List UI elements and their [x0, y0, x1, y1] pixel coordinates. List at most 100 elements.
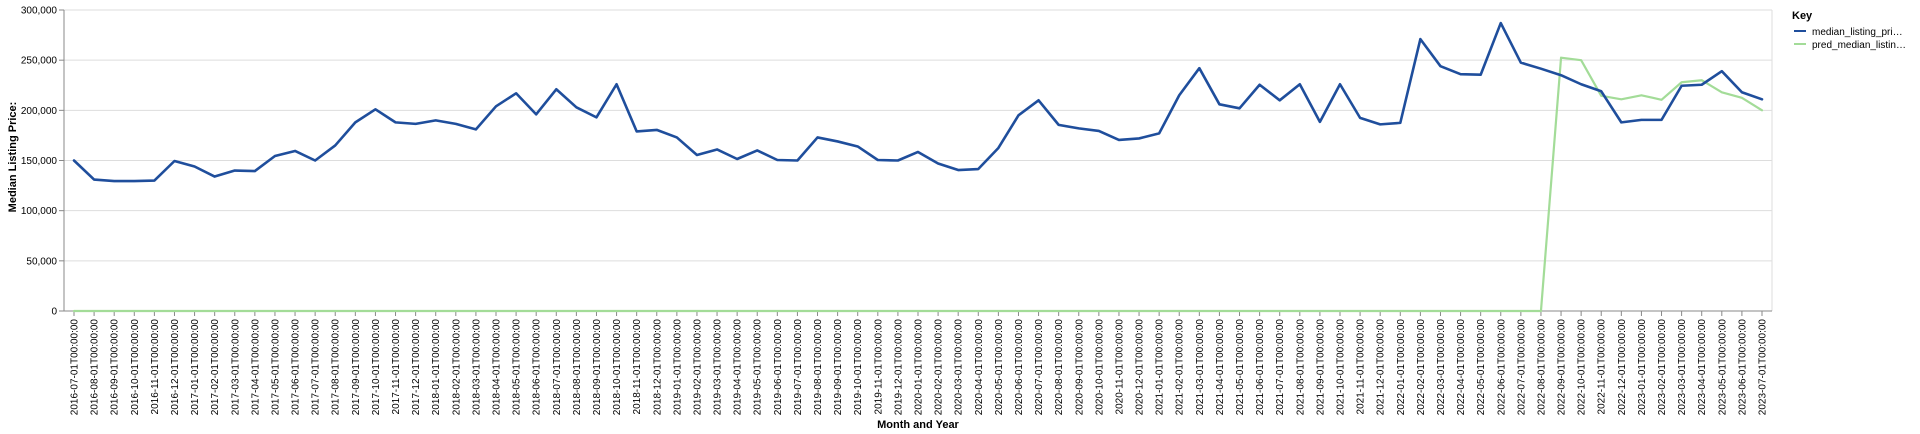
x-tick-label: 2019-09-01T00:00:00	[833, 319, 844, 416]
x-tick-label: 2019-07-01T00:00:00	[793, 319, 804, 416]
x-tick-label: 2017-11-01T00:00:00	[391, 319, 402, 415]
legend-label-median: median_listing_pri…	[1812, 27, 1903, 38]
x-tick-label: 2017-08-01T00:00:00	[331, 319, 342, 416]
x-tick-label: 2018-11-01T00:00:00	[632, 319, 643, 415]
x-tick-label: 2019-08-01T00:00:00	[813, 319, 824, 416]
x-tick-label: 2021-08-01T00:00:00	[1295, 319, 1306, 416]
x-tick-label: 2017-03-01T00:00:00	[230, 319, 241, 416]
x-tick-label: 2020-08-01T00:00:00	[1054, 319, 1065, 416]
x-tick-label: 2018-02-01T00:00:00	[451, 319, 462, 416]
x-tick-label: 2020-03-01T00:00:00	[954, 319, 965, 416]
x-tick-label: 2016-07-01T00:00:00	[70, 319, 81, 416]
y-tick-label: 150,000	[21, 156, 58, 167]
series-lines	[72, 21, 1764, 313]
x-tick-label: 2022-11-01T00:00:00	[1597, 319, 1608, 415]
y-tick-label: 200,000	[21, 106, 58, 117]
x-axis: 2016-07-01T00:00:00 2016-08-01T00:00:00 20…	[64, 310, 1772, 416]
x-tick-label: 2020-07-01T00:00:00	[1034, 319, 1045, 416]
x-tick-label: 2018-06-01T00:00:00	[532, 319, 543, 416]
x-tick-label: 2022-07-01T00:00:00	[1516, 319, 1527, 416]
x-tick-label: 2019-02-01T00:00:00	[692, 319, 703, 416]
x-tick-label: 2020-05-01T00:00:00	[994, 319, 1005, 416]
x-tick-label: 2020-12-01T00:00:00	[1135, 319, 1146, 416]
x-tick-label: 2022-03-01T00:00:00	[1436, 319, 1447, 416]
x-tick-label: 2022-02-01T00:00:00	[1416, 319, 1427, 416]
x-tick-label: 2016-08-01T00:00:00	[90, 319, 101, 416]
x-tick-label: 2021-04-01T00:00:00	[1215, 319, 1226, 416]
x-tick-label: 2020-06-01T00:00:00	[1014, 319, 1025, 416]
x-tick-label: 2018-01-01T00:00:00	[431, 319, 442, 416]
x-tick-label: 2018-04-01T00:00:00	[492, 319, 503, 416]
x-tick-label: 2023-01-01T00:00:00	[1637, 319, 1648, 416]
x-tick-label: 2017-04-01T00:00:00	[250, 319, 261, 416]
x-tick-label: 2018-12-01T00:00:00	[652, 319, 663, 416]
x-tick-label: 2023-05-01T00:00:00	[1717, 319, 1728, 416]
x-tick-label: 2023-07-01T00:00:00	[1758, 319, 1769, 416]
x-tick-label: 2023-03-01T00:00:00	[1677, 319, 1688, 416]
series-line-pred	[72, 56, 1764, 313]
x-tick-label: 2020-02-01T00:00:00	[934, 319, 945, 416]
legend-title: Key	[1792, 10, 1813, 22]
x-tick-label: 2019-10-01T00:00:00	[853, 319, 864, 416]
x-tick-label: 2020-04-01T00:00:00	[974, 319, 985, 416]
y-tick-label: 0	[51, 307, 57, 318]
y-tick-label: 100,000	[21, 206, 58, 217]
x-tick-label: 2021-12-01T00:00:00	[1376, 319, 1387, 416]
x-tick-label: 2017-07-01T00:00:00	[311, 319, 322, 416]
legend: Key median_listing_pri… pred_median_list…	[1792, 10, 1906, 51]
x-tick-label: 2022-05-01T00:00:00	[1476, 319, 1487, 416]
x-tick-label: 2016-09-01T00:00:00	[110, 319, 121, 416]
x-tick-label: 2021-03-01T00:00:00	[1195, 319, 1206, 416]
x-tick-label: 2018-05-01T00:00:00	[512, 319, 523, 416]
x-tick-label: 2021-11-01T00:00:00	[1356, 319, 1367, 415]
x-tick-label: 2021-01-01T00:00:00	[1155, 319, 1166, 416]
x-tick-label: 2023-06-01T00:00:00	[1737, 319, 1748, 416]
x-tick-label: 2019-01-01T00:00:00	[672, 319, 683, 416]
y-tick-label: 50,000	[26, 256, 57, 267]
x-tick-label: 2017-01-01T00:00:00	[190, 319, 201, 416]
series-line-median	[72, 21, 1764, 183]
x-tick-label: 2021-10-01T00:00:00	[1336, 319, 1347, 416]
x-tick-label: 2021-09-01T00:00:00	[1315, 319, 1326, 416]
x-tick-label: 2021-02-01T00:00:00	[1175, 319, 1186, 416]
y-tick-label: 300,000	[21, 6, 58, 17]
x-tick-label: 2016-11-01T00:00:00	[150, 319, 161, 415]
x-tick-label: 2020-10-01T00:00:00	[1094, 319, 1105, 416]
y-tick-label: 250,000	[21, 56, 58, 67]
x-tick-label: 2017-09-01T00:00:00	[351, 319, 362, 416]
y-axis: 0 50,000 100,000 150,000 200,000 250,000 300,0…	[21, 6, 65, 318]
x-tick-label: 2022-10-01T00:00:00	[1577, 319, 1588, 416]
x-tick-label: 2022-01-01T00:00:00	[1396, 319, 1407, 416]
x-tick-label: 2022-12-01T00:00:00	[1617, 319, 1628, 416]
x-tick-label: 2020-01-01T00:00:00	[914, 319, 925, 416]
x-tick-label: 2016-10-01T00:00:00	[130, 319, 141, 416]
x-tick-label: 2017-02-01T00:00:00	[210, 319, 221, 416]
x-tick-label: 2022-04-01T00:00:00	[1456, 319, 1467, 416]
x-tick-label: 2018-03-01T00:00:00	[471, 319, 482, 416]
x-tick-label: 2017-10-01T00:00:00	[371, 319, 382, 416]
x-tick-label: 2020-09-01T00:00:00	[1074, 319, 1085, 416]
x-tick-label: 2021-05-01T00:00:00	[1235, 319, 1246, 416]
x-tick-label: 2018-08-01T00:00:00	[572, 319, 583, 416]
x-tick-label: 2022-09-01T00:00:00	[1557, 319, 1568, 416]
x-tick-label: 2018-09-01T00:00:00	[592, 319, 603, 416]
x-tick-label: 2016-12-01T00:00:00	[170, 319, 181, 416]
y-axis-title: Median Listing Price:	[7, 102, 19, 213]
x-tick-label: 2019-04-01T00:00:00	[733, 319, 744, 416]
x-tick-label: 2019-12-01T00:00:00	[893, 319, 904, 416]
legend-label-pred: pred_median_listin…	[1812, 40, 1906, 51]
x-tick-label: 2019-03-01T00:00:00	[713, 319, 724, 416]
x-tick-label: 2022-06-01T00:00:00	[1496, 319, 1507, 416]
x-tick-label: 2019-05-01T00:00:00	[753, 319, 764, 416]
x-axis-title: Month and Year	[877, 419, 959, 431]
x-tick-label: 2023-04-01T00:00:00	[1697, 319, 1708, 416]
x-tick-label: 2017-05-01T00:00:00	[270, 319, 281, 416]
x-tick-label: 2021-06-01T00:00:00	[1255, 319, 1266, 416]
x-tick-label: 2017-12-01T00:00:00	[411, 319, 422, 416]
x-tick-label: 2023-02-01T00:00:00	[1657, 319, 1668, 416]
x-tick-label: 2018-07-01T00:00:00	[552, 319, 563, 416]
x-tick-label: 2017-06-01T00:00:00	[291, 319, 302, 416]
x-tick-label: 2019-11-01T00:00:00	[873, 319, 884, 415]
x-tick-label: 2020-11-01T00:00:00	[1114, 319, 1125, 415]
